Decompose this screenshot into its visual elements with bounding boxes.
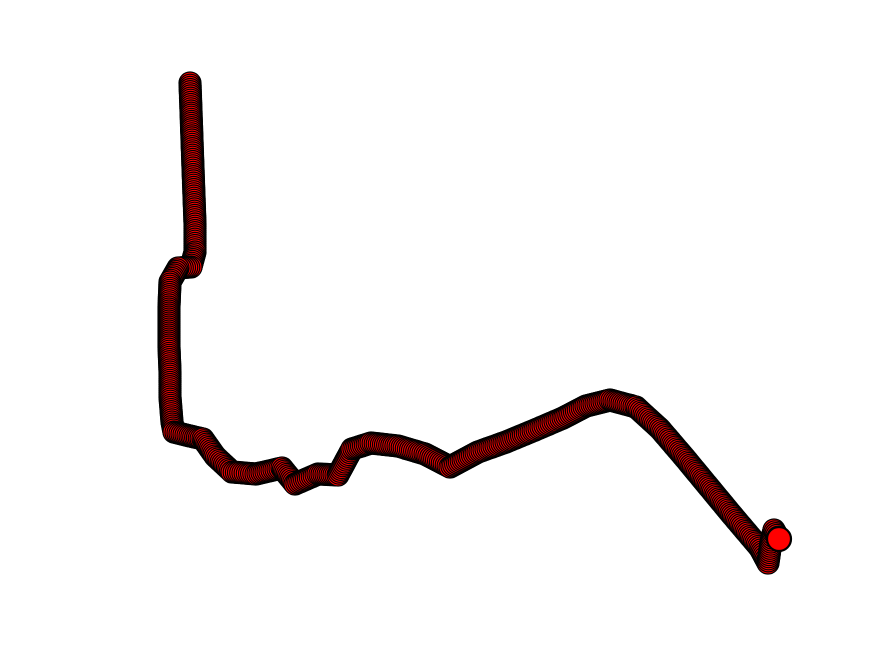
marker-group [157, 71, 793, 575]
end-point-marker [765, 525, 793, 553]
